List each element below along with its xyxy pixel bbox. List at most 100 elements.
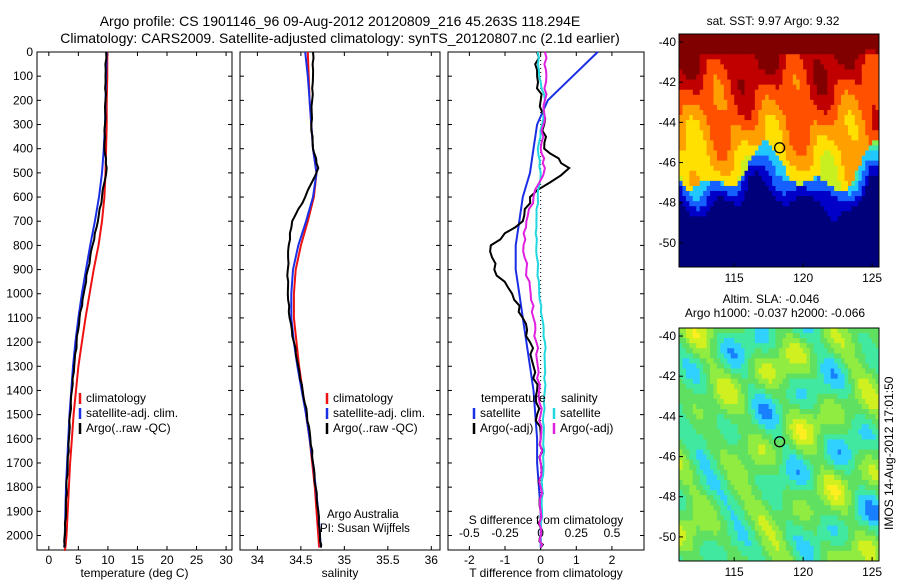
map-cell bbox=[834, 94, 839, 101]
map-cell bbox=[706, 479, 711, 486]
map-cell bbox=[841, 424, 845, 430]
map-cell bbox=[806, 424, 811, 430]
map-cell bbox=[872, 155, 876, 162]
map-cell bbox=[799, 104, 804, 111]
map-cell bbox=[782, 191, 787, 197]
map-cell bbox=[868, 348, 873, 354]
map-cell bbox=[868, 414, 873, 420]
map-cell bbox=[751, 170, 756, 177]
map-cell bbox=[679, 54, 683, 60]
map-cell bbox=[834, 84, 839, 91]
map-cell bbox=[785, 414, 790, 420]
map-cell bbox=[730, 196, 735, 202]
map-cell bbox=[816, 368, 821, 374]
difference-xtick-label: -1 bbox=[500, 553, 511, 567]
map-cell bbox=[844, 231, 849, 238]
map-cell bbox=[851, 403, 856, 410]
map-cell bbox=[779, 429, 783, 435]
map-cell bbox=[713, 185, 718, 192]
map-cell bbox=[782, 206, 787, 212]
map-cell bbox=[761, 120, 766, 126]
map-cell bbox=[820, 54, 825, 60]
map-cell bbox=[872, 368, 876, 374]
map-cell bbox=[692, 140, 697, 146]
map-cell bbox=[872, 185, 876, 192]
map-cell bbox=[679, 170, 683, 177]
map-cell bbox=[754, 378, 759, 385]
map-cell bbox=[785, 490, 790, 496]
map-cell bbox=[779, 170, 783, 177]
map-cell bbox=[761, 201, 766, 207]
map-cell bbox=[820, 464, 825, 471]
map-cell bbox=[772, 251, 776, 258]
map-cell bbox=[727, 150, 732, 156]
map-cell bbox=[710, 464, 714, 471]
map-cell bbox=[706, 145, 711, 151]
map-cell bbox=[682, 94, 687, 101]
map-cell bbox=[775, 378, 780, 385]
map-cell bbox=[806, 99, 811, 106]
map-cell bbox=[744, 246, 749, 253]
map-cell bbox=[851, 226, 856, 232]
map-cell bbox=[751, 216, 756, 222]
map-cell bbox=[734, 226, 739, 232]
map-cell bbox=[727, 125, 732, 131]
map-cell bbox=[827, 99, 832, 106]
map-cell bbox=[803, 495, 807, 501]
map-cell bbox=[703, 140, 707, 146]
map-cell bbox=[720, 449, 725, 456]
map-cell bbox=[689, 409, 694, 415]
map-cell bbox=[689, 429, 694, 435]
map-cell bbox=[775, 54, 780, 60]
map-cell bbox=[803, 241, 807, 248]
map-cell bbox=[734, 180, 739, 187]
map-cell bbox=[823, 206, 828, 212]
map-cell bbox=[699, 120, 704, 126]
map-cell bbox=[861, 429, 866, 435]
map-cell bbox=[765, 246, 770, 253]
sst-map-xtick-label: 115 bbox=[725, 271, 744, 285]
map-cell bbox=[834, 69, 839, 75]
map-cell bbox=[758, 196, 763, 202]
map-cell bbox=[827, 94, 832, 101]
map-cell bbox=[827, 439, 832, 445]
map-cell bbox=[803, 115, 807, 121]
map-cell bbox=[872, 165, 876, 172]
map-cell bbox=[734, 505, 739, 511]
map-cell bbox=[858, 348, 863, 354]
map-cell bbox=[847, 201, 852, 207]
map-cell bbox=[820, 160, 825, 167]
map-cell bbox=[851, 256, 856, 263]
map-cell bbox=[865, 175, 870, 182]
map-cell bbox=[730, 69, 735, 75]
map-cell bbox=[772, 226, 776, 232]
map-cell bbox=[730, 120, 735, 126]
map-cell bbox=[810, 368, 814, 374]
map-cell bbox=[689, 89, 694, 96]
map-cell bbox=[723, 333, 728, 339]
map-cell bbox=[758, 505, 763, 511]
map-cell bbox=[789, 373, 794, 380]
map-cell bbox=[806, 150, 811, 156]
map-cell bbox=[875, 64, 880, 70]
map-cell bbox=[830, 150, 835, 156]
map-cell bbox=[854, 150, 859, 156]
map-cell bbox=[820, 434, 825, 440]
map-cell bbox=[875, 424, 880, 430]
map-cell bbox=[775, 49, 780, 55]
map-cell bbox=[841, 241, 845, 248]
map-cell bbox=[696, 191, 701, 197]
map-cell bbox=[754, 409, 759, 415]
map-cell bbox=[837, 383, 842, 390]
map-cell bbox=[782, 333, 787, 339]
map-cell bbox=[875, 459, 880, 466]
map-cell bbox=[696, 398, 701, 405]
map-cell bbox=[851, 368, 856, 374]
map-cell bbox=[772, 135, 776, 141]
map-cell bbox=[810, 419, 814, 425]
map-cell bbox=[796, 328, 801, 334]
map-cell bbox=[861, 419, 866, 425]
map-cell bbox=[816, 216, 821, 222]
map-cell bbox=[720, 358, 725, 364]
map-cell bbox=[830, 120, 835, 126]
